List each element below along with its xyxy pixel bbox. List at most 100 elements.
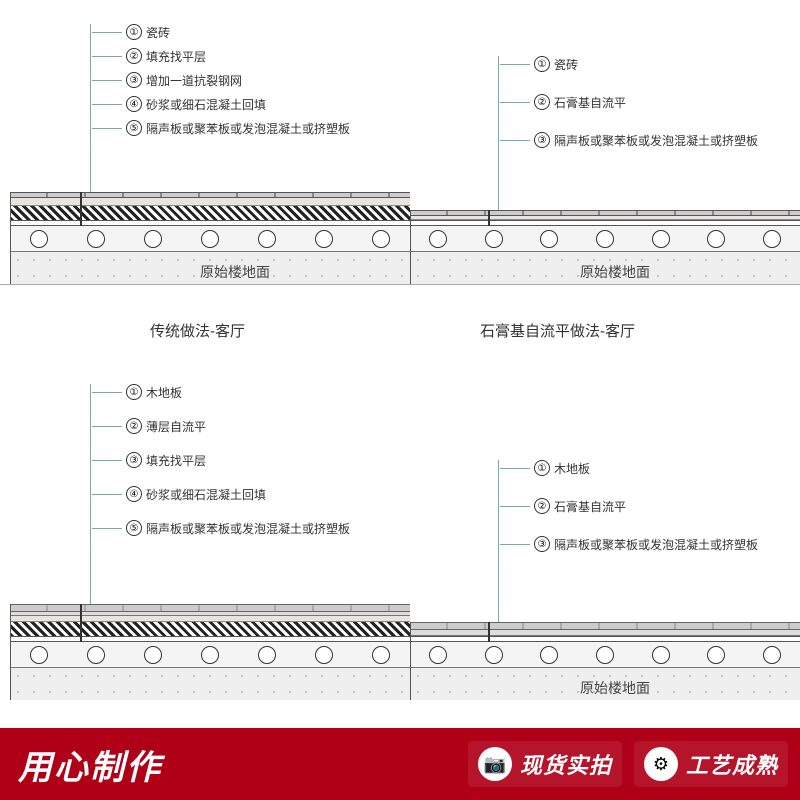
dim-bar — [80, 192, 82, 226]
caption-top-right: 石膏基自流平做法-客厅 — [480, 320, 635, 341]
pipe-icon — [596, 230, 614, 248]
banner-tag-craft: ⚙ 工艺成熟 — [634, 741, 788, 787]
floor-label-right-bot: 原始楼地面 — [580, 678, 650, 698]
pipe-icon — [540, 230, 558, 248]
layer-pipes-bed — [10, 642, 410, 668]
leader-vline-bot-right — [498, 460, 499, 624]
legend-bot-right: ①木地板 ②石膏基自流平 ③隔声板或聚苯板或发泡混凝土或挤塑板 — [500, 458, 758, 558]
legend-item: ④砂浆或细石混凝土回填 — [92, 94, 350, 114]
legend-item: ①木地板 — [92, 382, 350, 402]
legend-num: ④ — [126, 96, 142, 112]
legend-top-right: ①瓷砖 ②石膏基自流平 ③隔声板或聚苯板或发泡混凝土或挤塑板 — [500, 54, 758, 154]
legend-text: 薄层自流平 — [146, 418, 206, 435]
legend-text: 隔声板或聚苯板或发泡混凝土或挤塑板 — [146, 120, 350, 137]
legend-num: ① — [126, 24, 142, 40]
legend-item: ①瓷砖 — [92, 22, 350, 42]
legend-bot-left: ①木地板 ②薄层自流平 ③填充找平层 ④砂浆或细石混凝土回填 ⑤隔声板或聚苯板或… — [92, 382, 350, 542]
pipe-icon — [763, 646, 781, 664]
layer-pipes-bed — [410, 226, 800, 252]
legend-num: ② — [126, 418, 142, 434]
floor-label-right: 原始楼地面 — [580, 262, 650, 282]
layer-backfill — [10, 206, 410, 220]
legend-text: 砂浆或细石混凝土回填 — [146, 486, 266, 503]
section-edge — [10, 192, 11, 284]
page-root: ①瓷砖 ②填充找平层 ③增加一道抗裂钢网 ④砂浆或细石混凝土回填 ⑤隔声板或聚苯… — [0, 0, 800, 800]
pipe-icon — [87, 646, 105, 664]
diagram-bottom: ①木地板 ②薄层自流平 ③填充找平层 ④砂浆或细石混凝土回填 ⑤隔声板或聚苯板或… — [0, 370, 800, 730]
legend-item: ⑤隔声板或聚苯板或发泡混凝土或挤塑板 — [92, 118, 350, 138]
legend-text: 瓷砖 — [146, 24, 170, 41]
pipe-icon — [258, 646, 276, 664]
pipe-icon — [763, 230, 781, 248]
layer-pipes-bed — [10, 226, 410, 252]
legend-num: ① — [534, 56, 550, 72]
legend-text: 隔声板或聚苯板或发泡混凝土或挤塑板 — [146, 520, 350, 537]
dim-bar — [488, 210, 490, 226]
pipe-icon — [315, 230, 333, 248]
legend-num: ⑤ — [126, 520, 142, 536]
pipe-icon — [429, 646, 447, 664]
pipe-icon — [485, 230, 503, 248]
pipe-icon — [707, 230, 725, 248]
legend-item: ③隔声板或聚苯板或发泡混凝土或挤塑板 — [500, 130, 758, 150]
legend-text: 砂浆或细石混凝土回填 — [146, 96, 266, 113]
layer-backfill — [10, 622, 410, 636]
pipe-icon — [315, 646, 333, 664]
section-edge — [10, 604, 11, 700]
banner-tag-text: 现货实拍 — [520, 748, 612, 780]
legend-num: ③ — [534, 132, 550, 148]
diagram-top: ①瓷砖 ②填充找平层 ③增加一道抗裂钢网 ④砂浆或细石混凝土回填 ⑤隔声板或聚苯… — [0, 0, 800, 350]
leader-vline-bot-left — [90, 384, 91, 606]
dim-bar — [488, 622, 490, 642]
legend-text: 石膏基自流平 — [554, 498, 626, 515]
legend-item: ②填充找平层 — [92, 46, 350, 66]
pipe-icon — [372, 230, 390, 248]
legend-text: 木地板 — [554, 460, 590, 477]
legend-num: ② — [534, 94, 550, 110]
legend-num: ② — [126, 48, 142, 64]
pipe-icon — [707, 646, 725, 664]
pipes-row — [10, 646, 410, 664]
legend-num: ③ — [534, 536, 550, 552]
legend-item: ①瓷砖 — [500, 54, 758, 74]
pipe-icon — [201, 230, 219, 248]
pipes-row — [10, 230, 410, 248]
legend-item: ①木地板 — [500, 458, 758, 478]
legend-item: ③增加一道抗裂钢网 — [92, 70, 350, 90]
ground-line — [0, 284, 800, 285]
legend-item: ④砂浆或细石混凝土回填 — [92, 484, 350, 504]
leader-vline-top-left — [90, 24, 91, 194]
legend-text: 瓷砖 — [554, 56, 578, 73]
legend-num: ③ — [126, 72, 142, 88]
promo-banner: 用心制作 📷 现货实拍 ⚙ 工艺成熟 — [0, 728, 800, 800]
pipe-icon — [372, 646, 390, 664]
legend-num: ⑤ — [126, 120, 142, 136]
section-bot-left — [10, 604, 410, 700]
legend-item: ③填充找平层 — [92, 450, 350, 470]
pipe-icon — [596, 646, 614, 664]
legend-num: ② — [534, 498, 550, 514]
pipe-icon — [429, 230, 447, 248]
camera-icon: 📷 — [478, 747, 512, 781]
section-edge — [410, 210, 411, 284]
section-edge — [410, 622, 411, 700]
legend-num: ① — [534, 460, 550, 476]
legend-text: 隔声板或聚苯板或发泡混凝土或挤塑板 — [554, 536, 758, 553]
legend-num: ③ — [126, 452, 142, 468]
caption-top-left: 传统做法-客厅 — [150, 320, 245, 341]
layer-slab — [10, 668, 410, 700]
pipe-icon — [540, 646, 558, 664]
layer-leveling — [10, 198, 410, 206]
pipe-icon — [30, 646, 48, 664]
legend-text: 石膏基自流平 — [554, 94, 626, 111]
layer-wood-floor — [10, 604, 410, 612]
pipe-icon — [30, 230, 48, 248]
legend-item: ②薄层自流平 — [92, 416, 350, 436]
pipes-row — [410, 230, 800, 248]
pipe-icon — [144, 646, 162, 664]
pipe-icon — [201, 646, 219, 664]
legend-num: ④ — [126, 486, 142, 502]
legend-text: 填充找平层 — [146, 452, 206, 469]
banner-tag-photo: 📷 现货实拍 — [468, 741, 622, 787]
legend-top-left: ①瓷砖 ②填充找平层 ③增加一道抗裂钢网 ④砂浆或细石混凝土回填 ⑤隔声板或聚苯… — [92, 22, 350, 142]
